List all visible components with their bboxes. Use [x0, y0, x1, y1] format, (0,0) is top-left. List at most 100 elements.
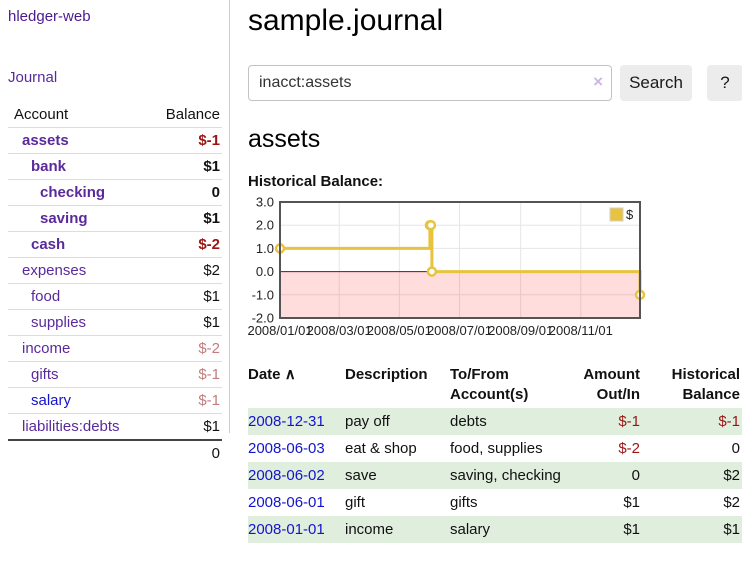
- register-balance: $2: [723, 493, 740, 511]
- account-link-bank[interactable]: bank: [31, 158, 67, 175]
- register-row: 2008-06-01 gift gifts $1 $2: [248, 489, 742, 516]
- brand-link[interactable]: hledger-web: [8, 8, 91, 25]
- accounts-table-body: assets $-1 bank $1 checking 0 saving $1 cash $-2 e…: [8, 128, 222, 441]
- register-description: eat & shop: [345, 439, 417, 457]
- page-title: sample.journal: [248, 4, 444, 37]
- sort-ascending-icon: ∧: [284, 366, 296, 383]
- account-link-gifts[interactable]: gifts: [31, 366, 59, 383]
- account-link-salary[interactable]: salary: [31, 392, 72, 409]
- balance-chart-svg: 3.0 2.0 1.0 0.0 -1.0 -2.02008/01/012008/03/01…: [247, 195, 646, 338]
- chart-grid: [280, 202, 640, 318]
- main-content: sample.journal × Search ? assets Histori…: [230, 0, 742, 543]
- register-amount: $1: [623, 493, 640, 511]
- account-link-income[interactable]: income: [22, 340, 71, 357]
- svg-text:1.0: 1.0: [256, 241, 274, 256]
- register-accounts: gifts: [450, 493, 478, 511]
- register-table-body: 2008-12-31 pay off debts $-1 $-1 2008-06-03 ea…: [248, 407, 742, 543]
- search-form: × Search ?: [248, 65, 742, 101]
- chart-marker: [425, 219, 437, 231]
- account-link-supplies[interactable]: supplies: [31, 314, 87, 331]
- account-balance: $2: [203, 262, 220, 279]
- register-amount: $1: [565, 515, 642, 543]
- plot-border: [279, 201, 641, 319]
- register-balance: $-1: [642, 407, 742, 435]
- chart-legend: $: [609, 207, 634, 222]
- account-balance: $-1: [198, 132, 220, 149]
- register-date-link[interactable]: 2008-06-03: [248, 439, 325, 457]
- register-date-link[interactable]: 2008-12-31: [248, 412, 325, 430]
- register-accounts: salary: [450, 515, 565, 543]
- register-balance: 0: [731, 439, 740, 457]
- help-button[interactable]: ?: [707, 65, 742, 101]
- register-description: gift: [345, 493, 366, 511]
- account-balance: 0: [211, 184, 220, 201]
- register-row: 2008-12-31 pay off debts $-1 $-1: [248, 407, 742, 435]
- account-row: income $-2: [8, 336, 222, 362]
- register-date-link[interactable]: 2008-01-01: [248, 520, 325, 538]
- search-field-wrap: ×: [248, 65, 612, 101]
- account-row: cash $-2: [8, 232, 222, 258]
- register-amount: $-1: [565, 407, 642, 435]
- account-row: salary $-1: [8, 388, 222, 414]
- account-link-checking[interactable]: checking: [40, 184, 106, 201]
- svg-text:2008/11/01: 2008/11/01: [549, 323, 613, 338]
- account-row: supplies $1: [8, 310, 222, 336]
- account-row: bank $1: [8, 154, 222, 180]
- account-balance: $1: [203, 158, 220, 175]
- account-link-expenses[interactable]: expenses: [22, 262, 87, 279]
- account-link-food[interactable]: food: [31, 288, 61, 305]
- account-balance: $-2: [198, 340, 220, 357]
- register-header-amount: Amount Out/In: [583, 366, 640, 404]
- register-amount: $-2: [618, 439, 640, 457]
- chart-title: Historical Balance:: [248, 173, 384, 190]
- register-balance: $2: [642, 461, 742, 489]
- account-row: liabilities:debts $1: [8, 414, 222, 441]
- page: hledger-web Journal Account Balance asse…: [0, 0, 742, 543]
- register-table: Date ∧ Description To/From Account(s) Am…: [248, 363, 742, 543]
- search-button[interactable]: Search: [620, 65, 692, 101]
- register-date-link[interactable]: 2008-06-02: [248, 466, 325, 484]
- chart-marker: [426, 266, 438, 277]
- accounts-total-row: 0: [8, 439, 222, 466]
- accounts-total-spacer: [8, 439, 151, 466]
- register-description: pay off: [345, 407, 450, 435]
- account-link-cash[interactable]: cash: [31, 236, 66, 253]
- account-row: expenses $2: [8, 258, 222, 284]
- svg-text:2008/05/01: 2008/05/01: [367, 323, 432, 338]
- account-link-saving[interactable]: saving: [40, 210, 88, 227]
- register-accounts: food, supplies: [450, 439, 543, 457]
- svg-text:2008/03/01: 2008/03/01: [307, 323, 372, 338]
- account-balance: $1: [203, 210, 220, 227]
- account-link-assets[interactable]: assets: [22, 132, 69, 149]
- negative-region: [280, 271, 640, 318]
- svg-text:3.0: 3.0: [256, 195, 274, 210]
- account-row: gifts $-1: [8, 362, 222, 388]
- register-amount: 0: [565, 461, 642, 489]
- svg-text:-2.0: -2.0: [252, 311, 274, 326]
- register-header-date[interactable]: Date ∧: [248, 363, 345, 408]
- svg-text:2.0: 2.0: [256, 218, 274, 233]
- register-date-link[interactable]: 2008-06-01: [248, 493, 325, 511]
- register-header-balance: Historical Balance: [671, 366, 740, 404]
- account-heading: assets: [248, 125, 321, 153]
- register-description: save: [345, 461, 450, 489]
- svg-text:2008/07/01: 2008/07/01: [427, 323, 492, 338]
- balance-chart: 3.0 2.0 1.0 0.0 -1.0 -2.0 2008/01/01 2008/03/01…: [247, 195, 742, 342]
- svg-text:2008/01/01: 2008/01/01: [247, 323, 312, 338]
- accounts-header-balance: Balance: [165, 106, 220, 123]
- account-link-liabilities-debts[interactable]: liabilities:debts: [22, 418, 120, 435]
- accounts-header-row: Account Balance: [8, 102, 222, 128]
- register-row: 2008-06-03 eat & shop food, supplies $-2 0: [248, 435, 742, 462]
- account-balance: $-1: [198, 366, 220, 383]
- sidebar: hledger-web Journal Account Balance asse…: [0, 0, 230, 466]
- account-row: food $1: [8, 284, 222, 310]
- search-input[interactable]: [248, 65, 612, 101]
- svg-text:-1.0: -1.0: [252, 287, 274, 302]
- accounts-header-account: Account: [14, 106, 69, 123]
- account-balance: $1: [203, 288, 220, 305]
- register-row: 2008-06-02 save saving, checking 0 $2: [248, 461, 742, 489]
- register-balance: $1: [642, 515, 742, 543]
- accounts-total-value: 0: [150, 439, 222, 466]
- clear-search-icon[interactable]: ×: [593, 72, 603, 91]
- sidebar-item-journal[interactable]: Journal: [8, 69, 58, 86]
